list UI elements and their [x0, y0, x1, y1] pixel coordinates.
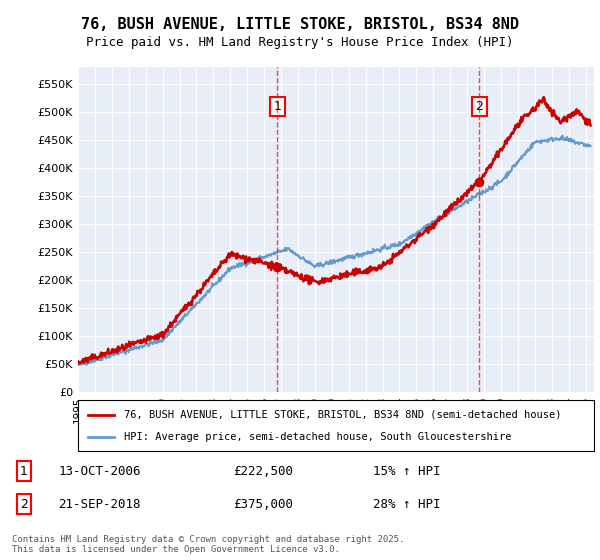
Text: HPI: Average price, semi-detached house, South Gloucestershire: HPI: Average price, semi-detached house,…	[124, 432, 512, 442]
Text: 21-SEP-2018: 21-SEP-2018	[59, 497, 141, 511]
Text: 28% ↑ HPI: 28% ↑ HPI	[373, 497, 440, 511]
Text: £375,000: £375,000	[233, 497, 293, 511]
Text: 15% ↑ HPI: 15% ↑ HPI	[373, 465, 440, 478]
Text: 13-OCT-2006: 13-OCT-2006	[59, 465, 141, 478]
Text: 1: 1	[274, 100, 281, 113]
Text: Contains HM Land Registry data © Crown copyright and database right 2025.
This d: Contains HM Land Registry data © Crown c…	[12, 535, 404, 554]
Text: 2: 2	[20, 497, 28, 511]
FancyBboxPatch shape	[78, 400, 594, 451]
Text: 76, BUSH AVENUE, LITTLE STOKE, BRISTOL, BS34 8ND: 76, BUSH AVENUE, LITTLE STOKE, BRISTOL, …	[81, 17, 519, 32]
Text: 2: 2	[476, 100, 484, 113]
Text: 1: 1	[20, 465, 28, 478]
Text: 76, BUSH AVENUE, LITTLE STOKE, BRISTOL, BS34 8ND (semi-detached house): 76, BUSH AVENUE, LITTLE STOKE, BRISTOL, …	[124, 409, 562, 419]
Text: £222,500: £222,500	[233, 465, 293, 478]
Text: Price paid vs. HM Land Registry's House Price Index (HPI): Price paid vs. HM Land Registry's House …	[86, 36, 514, 49]
